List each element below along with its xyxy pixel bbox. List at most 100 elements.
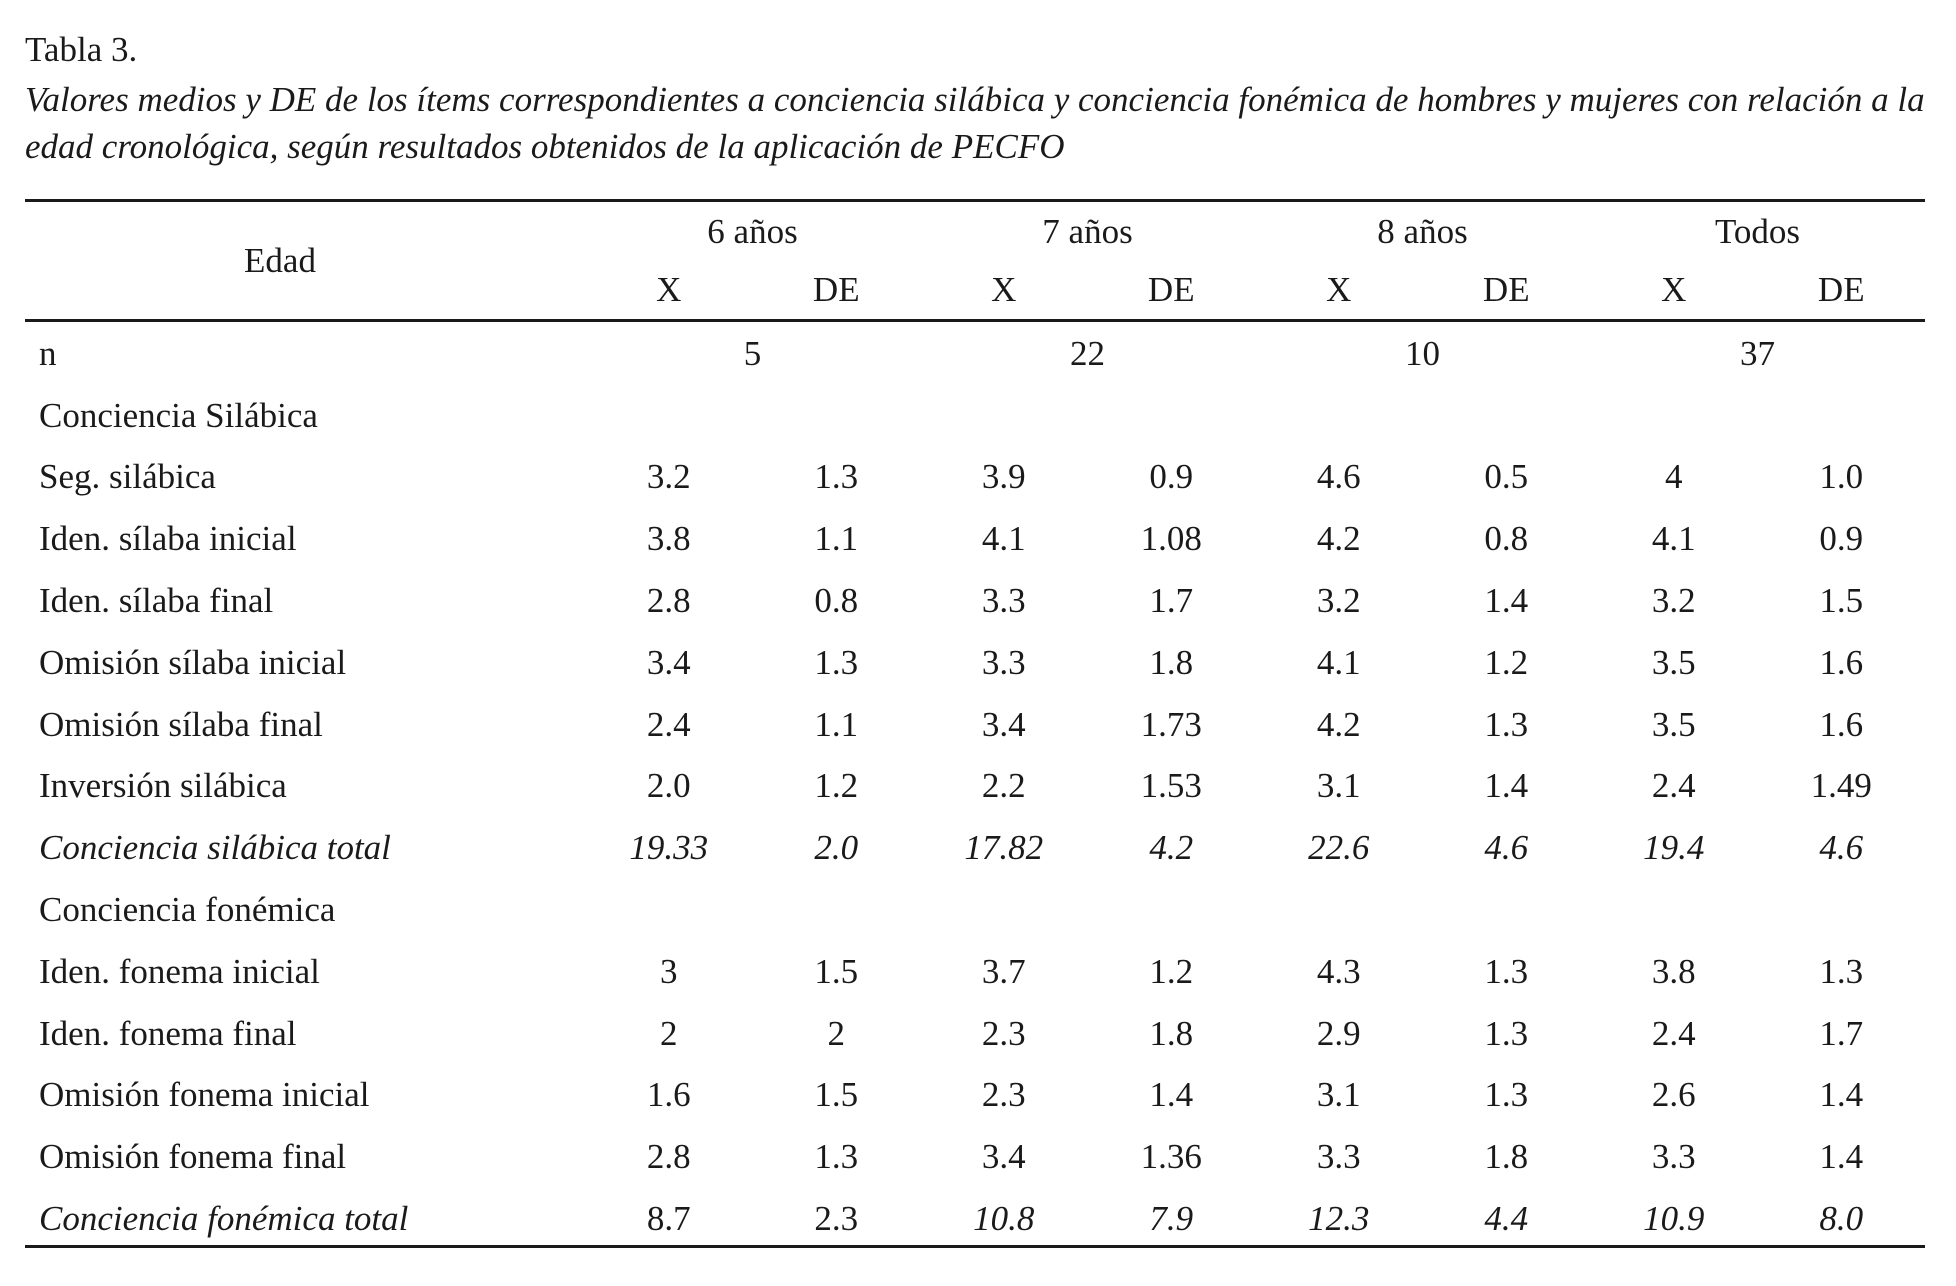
sd-cell: 1.2 [1149,951,1194,991]
sd-cell: 1.6 [1819,704,1864,744]
section-heading: Conciencia Silábica [39,395,318,435]
mean-cell: 2.3 [981,1075,1026,1115]
row-label: Omisión fonema inicial [39,1075,370,1115]
sd-cell: 1.08 [1140,519,1202,559]
mean-cell: 4.2 [1316,519,1361,559]
mean-cell: 4.1 [981,519,1026,559]
subheader-de: DE [812,270,860,309]
empty-cell [1255,385,1423,447]
table-row: Iden. sílaba inicial 3.8 1.1 4.1 1.08 4.2 0.8 4… [25,508,1925,570]
bottom-rule [25,1245,1925,1248]
empty-cell [1758,879,1926,941]
sd-cell: 1.1 [814,704,859,744]
sd-cell: 1.7 [1819,1013,1864,1053]
empty-cell [1423,385,1591,447]
group-header: 7 años [1042,212,1133,251]
sd-cell: 1.2 [1484,642,1529,682]
sd-cell: 1.3 [814,457,859,497]
mean-cell: 4 [1665,457,1683,497]
n-value: 22 [1070,333,1105,373]
table-row: Omisión sílaba final 2.4 1.1 3.4 1.73 4.2 1.3 3… [25,694,1925,756]
mean-cell: 4.1 [1651,519,1696,559]
mean-cell: 2.4 [1651,766,1696,806]
sd-cell: 1.3 [814,1137,859,1177]
sd-cell: 1.4 [1819,1075,1864,1115]
subheader-x: X [1661,270,1687,309]
section-heading: Conciencia fonémica [39,890,336,930]
row-label: Inversión silábica [39,766,287,806]
data-table: Edad 6 años 7 años 8 años Todos X DE X D… [25,203,1925,1250]
table-row: Iden. fonema inicial 3 1.5 3.7 1.2 4.3 1.3 3.8 1… [25,941,1925,1003]
mean-cell: 3.5 [1651,704,1696,744]
row-label: Omisión fonema final [39,1137,347,1177]
header-rule [25,319,1925,322]
empty-cell [753,879,921,941]
sd-cell: 1.36 [1140,1137,1202,1177]
sd-cell: 1.3 [1484,1013,1529,1053]
mean-cell: 2.8 [646,581,691,621]
total-mean-cell: 19.33 [629,828,709,868]
sd-cell: 1.3 [814,642,859,682]
mean-cell: 2.6 [1651,1075,1696,1115]
n-value: 10 [1405,333,1440,373]
table-row: Omisión fonema inicial 1.6 1.5 2.3 1.4 3.1 1.3… [25,1065,1925,1127]
group-header: 8 años [1377,212,1468,251]
mean-cell: 3.5 [1651,642,1696,682]
mean-cell: 3 [660,951,678,991]
mean-cell: 3.3 [981,642,1026,682]
mean-cell: 3.9 [981,457,1026,497]
sd-cell: 0.5 [1484,457,1529,497]
sd-cell: 1.5 [814,951,859,991]
section-heading-row: Conciencia fonémica [25,879,1925,941]
sd-cell: 1.49 [1810,766,1872,806]
mean-cell: 3.8 [646,519,691,559]
total-sd-cell: 4.6 [1819,828,1864,868]
table-row: Iden. fonema final 2 2 2.3 1.8 2.9 1.3 2.4 1.7 [25,1003,1925,1065]
subheader-row: X DE X DE X DE X DE [25,261,1925,319]
row-label: Omisión sílaba inicial [39,642,347,682]
empty-cell [585,879,753,941]
mean-cell: 3.7 [981,951,1026,991]
subheader-x: X [1326,270,1352,309]
mean-cell: 3.1 [1316,1075,1361,1115]
mean-cell: 4.6 [1316,457,1361,497]
mean-cell: 3.3 [1316,1137,1361,1177]
group-header: Todos [1714,212,1801,251]
mean-cell: 2.0 [646,766,691,806]
sd-cell: 1.3 [1484,1075,1529,1115]
sd-cell: 1.3 [1484,704,1529,744]
mean-cell: 2.8 [646,1137,691,1177]
table-row: Omisión fonema final 2.8 1.3 3.4 1.36 3.3 1.8 3… [25,1126,1925,1188]
mean-cell: 3.4 [646,642,691,682]
table-row: Omisión sílaba inicial 3.4 1.3 3.3 1.8 4.1 1.2… [25,632,1925,694]
top-rule [25,199,1925,202]
mean-cell: 3.4 [981,704,1026,744]
table-body: n 5 22 10 37 Conciencia Silábica Seg. sil… [25,319,1925,1250]
sd-cell: 1.4 [1484,766,1529,806]
total-mean-cell: 10.8 [973,1199,1035,1239]
table-caption: Valores medios y DE de los ítems corresp… [25,80,1925,166]
total-mean-cell: 12.3 [1308,1199,1370,1239]
n-value: 5 [743,333,762,373]
mean-cell: 3.2 [1651,581,1696,621]
sd-cell: 1.4 [1819,1137,1864,1177]
subheader-x: X [991,270,1017,309]
mean-cell: 3.4 [981,1137,1026,1177]
total-label: Conciencia silábica total [39,828,391,868]
row-label: Seg. silábica [39,457,216,497]
row-label: Iden. sílaba inicial [39,519,297,559]
section-heading-row: Conciencia Silábica [25,385,1925,447]
group-header-row: Edad 6 años 7 años 8 años Todos [25,203,1925,280]
table-title: Tabla 3. [25,30,138,69]
mean-cell: 3.3 [981,581,1026,621]
total-sd-cell: 2.3 [814,1199,859,1239]
sd-cell: 1.7 [1149,581,1194,621]
sd-cell: 1.53 [1140,766,1202,806]
total-row: Conciencia fonémica total 8.7 2.3 10.8 7.9 12… [25,1188,1925,1250]
mean-cell: 2.2 [981,766,1026,806]
mean-cell: 2.3 [981,1013,1026,1053]
mean-cell: 2.4 [646,704,691,744]
mean-cell: 4.1 [1316,642,1361,682]
sd-cell: 1.4 [1484,581,1529,621]
sd-cell: 1.8 [1149,642,1194,682]
